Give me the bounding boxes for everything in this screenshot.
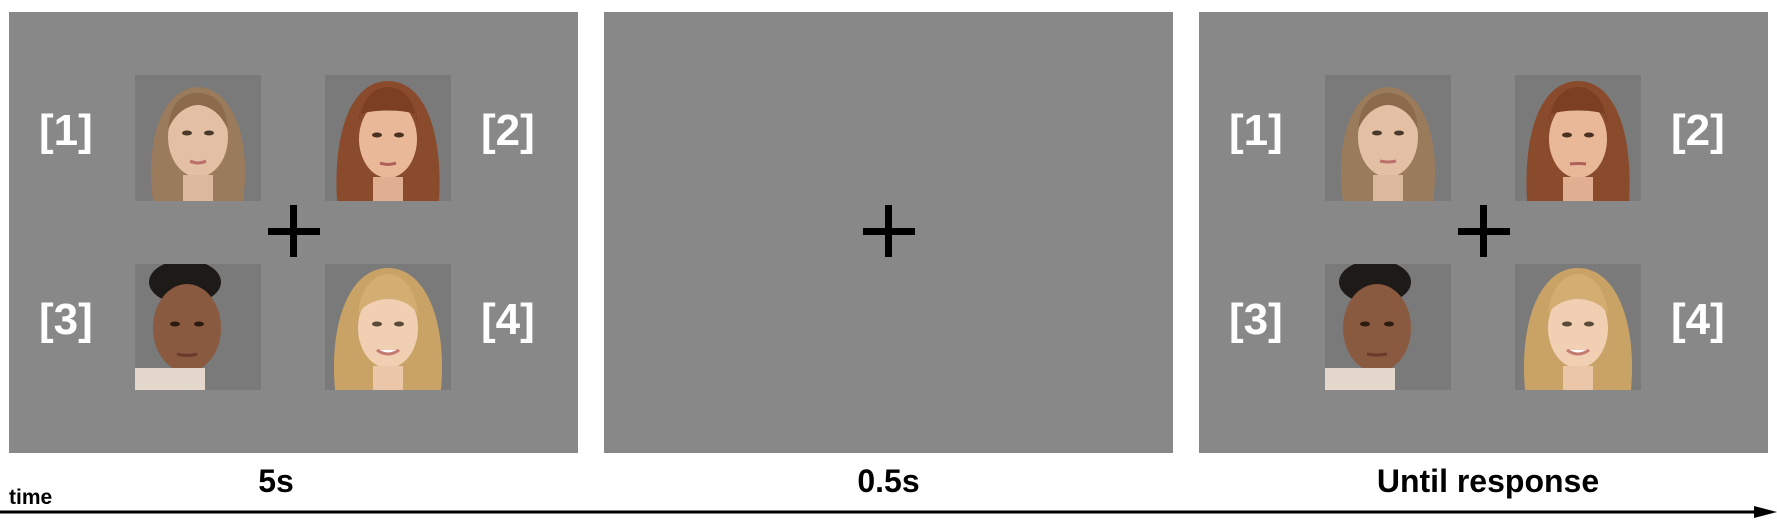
duration-label-1: 5s [258, 463, 294, 499]
face-image-4 [325, 264, 451, 390]
time-axis-label: time [9, 486, 53, 509]
face-label-4: [4] [481, 295, 535, 344]
face-label-1: [1] [39, 106, 93, 155]
face-image-1 [135, 75, 261, 201]
face-image-1 [1325, 75, 1451, 201]
fixation-panel [604, 12, 1173, 453]
face-image-2 [325, 75, 451, 201]
face-label-3: [3] [1229, 295, 1283, 344]
face-label-2: [2] [481, 106, 535, 155]
face-image-3 [135, 264, 261, 390]
face-label-4: [4] [1671, 295, 1725, 344]
time-arrow [0, 506, 1777, 518]
face-image-3 [1325, 264, 1451, 390]
fixation-cross [863, 205, 915, 257]
arrow-head-icon [1754, 506, 1777, 518]
fixation-cross [1458, 205, 1510, 257]
face-label-1: [1] [1229, 106, 1283, 155]
duration-label-2: 0.5s [857, 463, 920, 499]
stimulus-panel-2: [1] [2] [3] [4] [1199, 12, 1768, 453]
stimulus-panel-1: [1] [2] [3] [4] [9, 12, 578, 453]
fixation-cross [268, 205, 320, 257]
face-image-2 [1515, 75, 1641, 201]
face-label-3: [3] [39, 295, 93, 344]
face-label-2: [2] [1671, 106, 1725, 155]
duration-label-3: Until response [1376, 463, 1600, 499]
face-image-4 [1515, 264, 1641, 390]
